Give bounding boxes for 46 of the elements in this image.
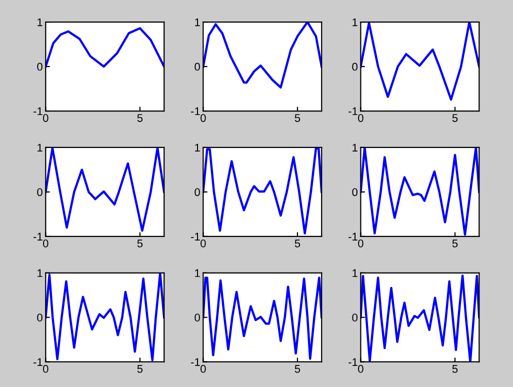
- y-tick-label: 1: [352, 269, 358, 277]
- x-tick-label: 0: [200, 364, 206, 373]
- y-tick-label: -1: [348, 107, 358, 116]
- y-tick-label: 1: [195, 269, 200, 277]
- y-tick-label: -1: [191, 358, 200, 366]
- y-tick-label: -1: [33, 358, 42, 366]
- x-tick-label: 5: [137, 240, 143, 248]
- x-tick-label: 5: [294, 240, 300, 248]
- x-tick-label: 5: [294, 114, 300, 122]
- y-tick-label: 1: [195, 18, 200, 26]
- x-tick-label: 5: [452, 114, 458, 122]
- x-tick-label: 0: [358, 364, 364, 373]
- x-tick-label: 0: [200, 114, 206, 122]
- x-tick-label: 5: [137, 114, 143, 122]
- line-series: [46, 27, 164, 68]
- x-tick-label: 0: [200, 240, 206, 248]
- y-tick-label: 0: [352, 314, 358, 322]
- x-tick-label: 0: [43, 240, 48, 248]
- y-tick-label: 0: [352, 188, 358, 196]
- y-tick-label: 0: [194, 62, 200, 71]
- y-tick-label: 0: [194, 188, 200, 196]
- x-tick-label: 5: [452, 365, 458, 373]
- y-tick-label: 1: [195, 144, 200, 152]
- y-tick-label: -1: [348, 358, 358, 366]
- y-tick-label: 0: [194, 314, 200, 322]
- y-tick-label: -1: [33, 232, 42, 240]
- y-tick-label: 1: [38, 18, 42, 26]
- x-tick-label: 5: [452, 240, 458, 248]
- x-tick-label: 0: [358, 114, 364, 122]
- y-tick-label: 1: [38, 144, 42, 152]
- y-tick-label: -1: [191, 107, 200, 116]
- y-tick-label: -1: [191, 232, 200, 240]
- x-tick-label: 0: [358, 240, 364, 248]
- y-tick-label: 0: [37, 188, 42, 196]
- y-tick-label: 0: [37, 314, 42, 322]
- x-tick-label: 0: [43, 364, 48, 373]
- x-tick-label: 5: [137, 365, 143, 373]
- y-tick-label: 0: [37, 62, 42, 71]
- y-tick-label: 0: [352, 62, 358, 71]
- y-tick-label: -1: [33, 107, 42, 116]
- y-tick-label: 1: [38, 269, 42, 277]
- x-tick-label: 0: [43, 114, 48, 122]
- y-tick-label: -1: [348, 232, 358, 240]
- y-tick-label: 1: [352, 18, 358, 26]
- x-tick-label: 5: [294, 365, 300, 373]
- y-tick-label: 1: [352, 144, 358, 152]
